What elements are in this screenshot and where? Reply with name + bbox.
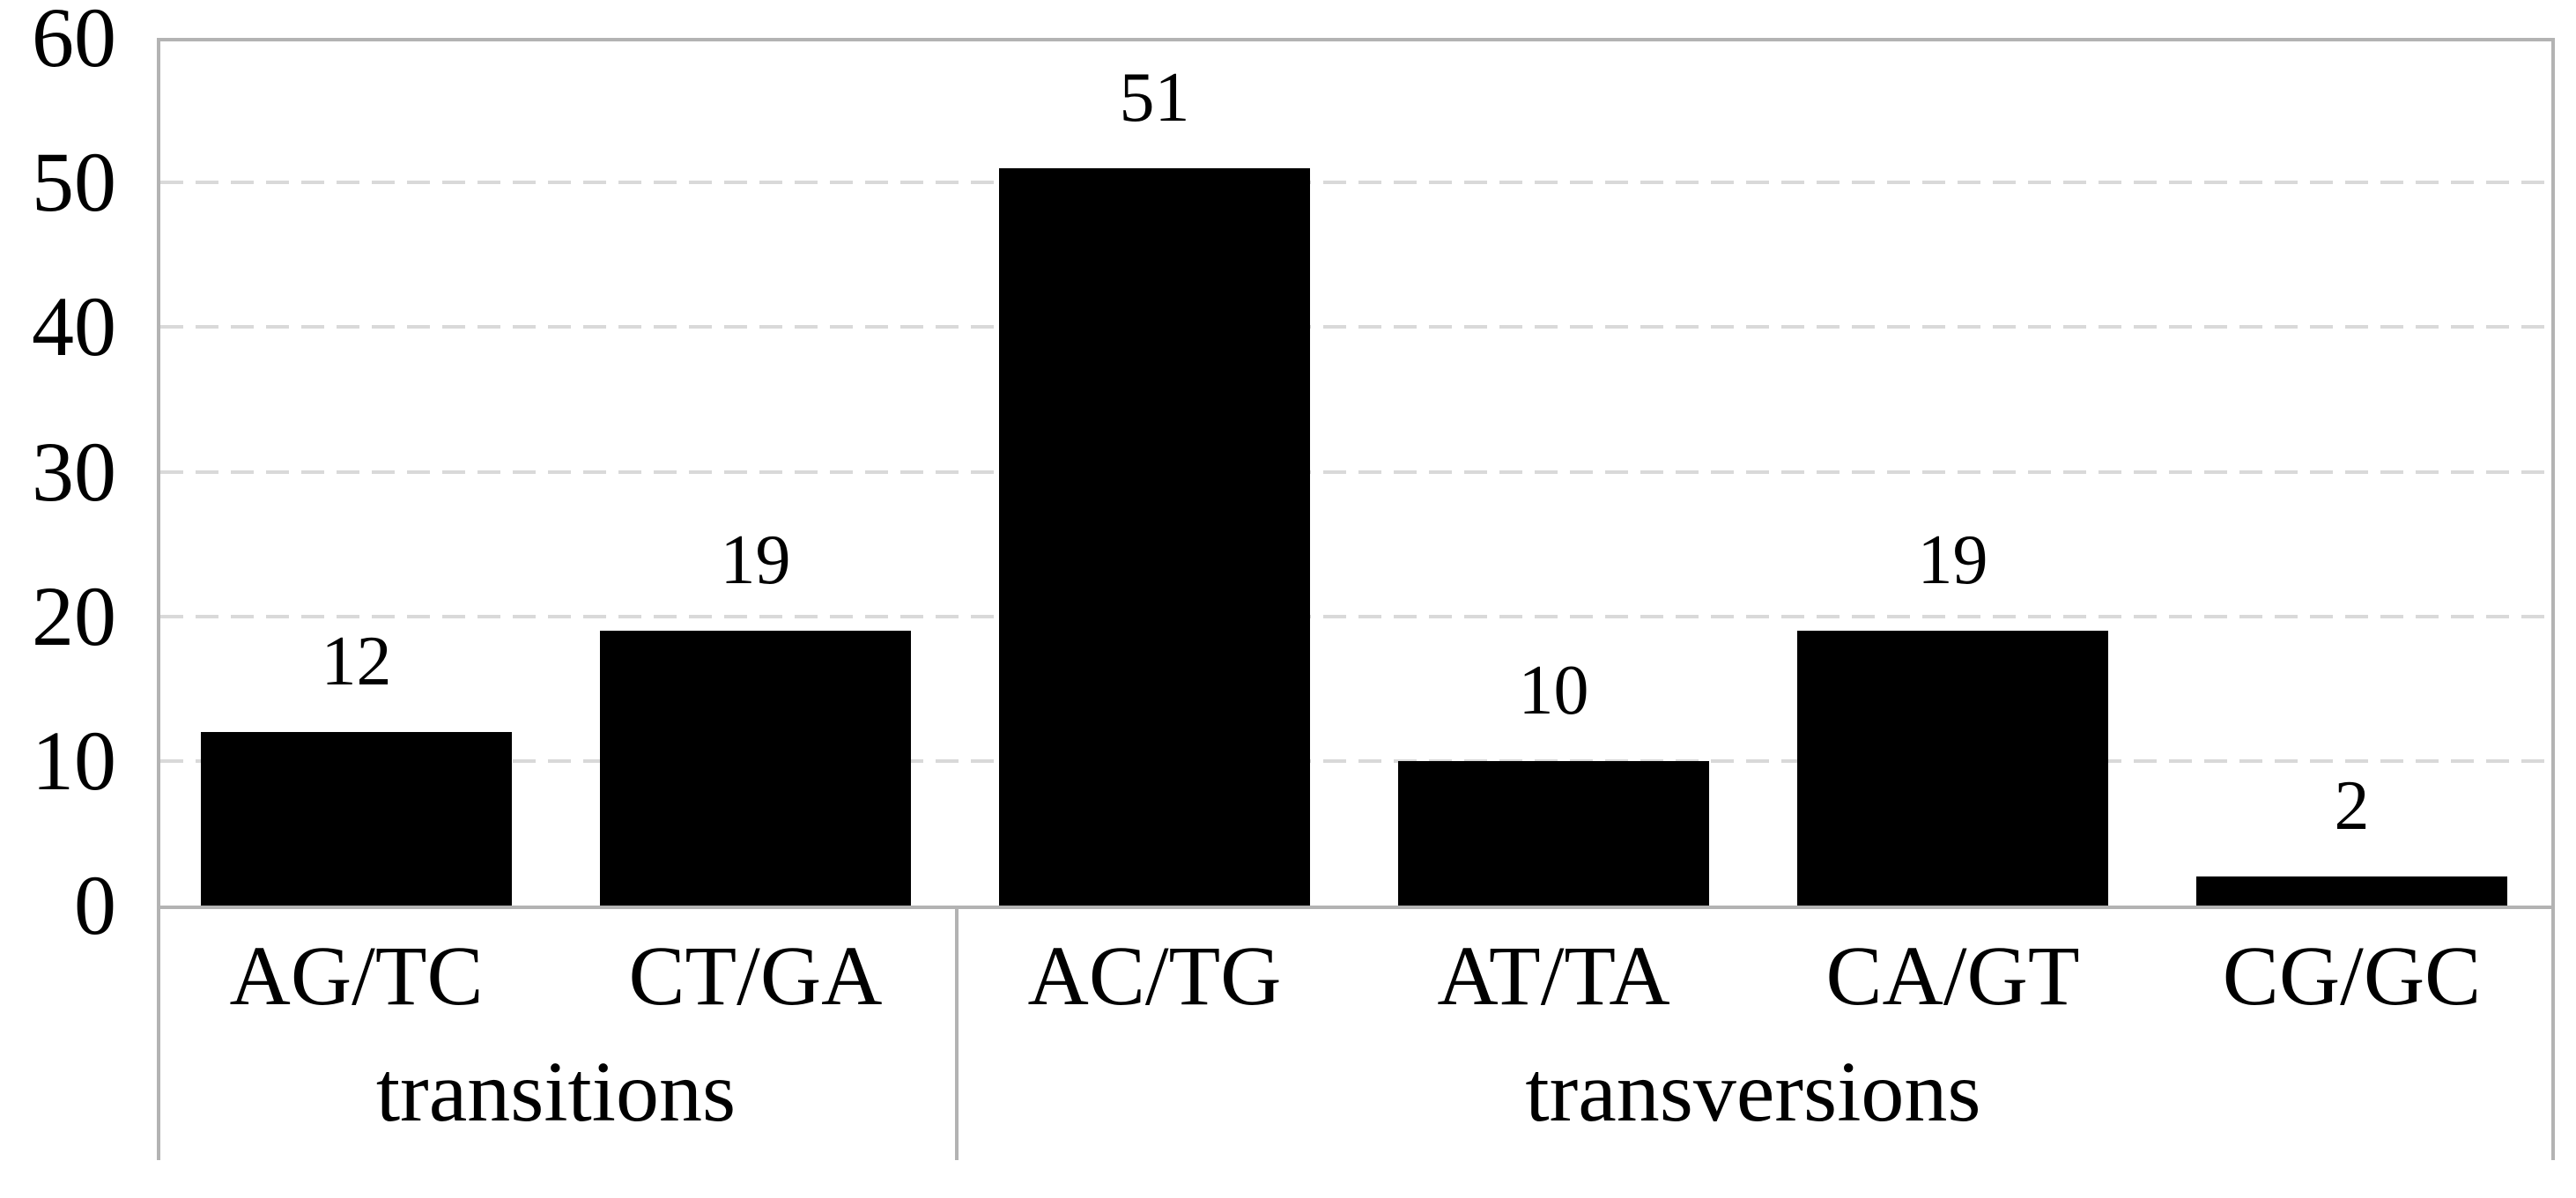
bar-value-label: 19 bbox=[1917, 521, 1988, 599]
plot-right-border bbox=[2551, 38, 2555, 1160]
bar-value-label: 10 bbox=[1518, 652, 1589, 729]
category-label-AG/TC: AG/TC bbox=[229, 928, 484, 1023]
y-axis-tick-label: 50 bbox=[32, 135, 116, 229]
bar-CG/GC bbox=[2196, 876, 2507, 906]
gridline-50 bbox=[160, 181, 2551, 184]
x-axis-line bbox=[157, 906, 2555, 909]
gridline-20 bbox=[160, 615, 2551, 618]
gridline-10 bbox=[160, 759, 2551, 763]
bar-AG/TC bbox=[201, 732, 512, 906]
group-label-transversions: transversions bbox=[1525, 1045, 1981, 1140]
bar-value-label: 2 bbox=[2334, 767, 2370, 845]
category-label-CT/GA: CT/GA bbox=[628, 928, 883, 1023]
bar-AT/TA bbox=[1398, 761, 1709, 906]
y-axis-tick-label: 60 bbox=[32, 0, 116, 85]
category-label-CA/GT: CA/GT bbox=[1825, 928, 2080, 1023]
bar-value-label: 19 bbox=[720, 521, 791, 599]
bar-AC/TG bbox=[999, 168, 1310, 906]
gridline-40 bbox=[160, 325, 2551, 329]
y-axis-tick-label: 0 bbox=[74, 858, 116, 952]
category-label-AT/TA: AT/TA bbox=[1437, 928, 1670, 1023]
y-axis-tick-label: 40 bbox=[32, 279, 116, 373]
plot-top-border bbox=[157, 38, 2555, 41]
gridline-30 bbox=[160, 470, 2551, 474]
group-separator bbox=[955, 906, 959, 1160]
y-axis-tick-label: 10 bbox=[32, 714, 116, 808]
category-label-CG/GC: CG/GC bbox=[2222, 928, 2482, 1023]
bar-CA/GT bbox=[1797, 631, 2108, 906]
y-axis-tick-label: 20 bbox=[32, 569, 116, 663]
y-axis-tick-label: 30 bbox=[32, 425, 116, 519]
bar-CT/GA bbox=[600, 631, 911, 906]
y-axis-line bbox=[157, 38, 160, 1160]
bar-value-label: 12 bbox=[321, 623, 392, 700]
category-label-AC/TG: AC/TG bbox=[1027, 928, 1282, 1023]
group-label-transitions: transitions bbox=[375, 1045, 737, 1140]
bar-value-label: 51 bbox=[1119, 59, 1190, 137]
